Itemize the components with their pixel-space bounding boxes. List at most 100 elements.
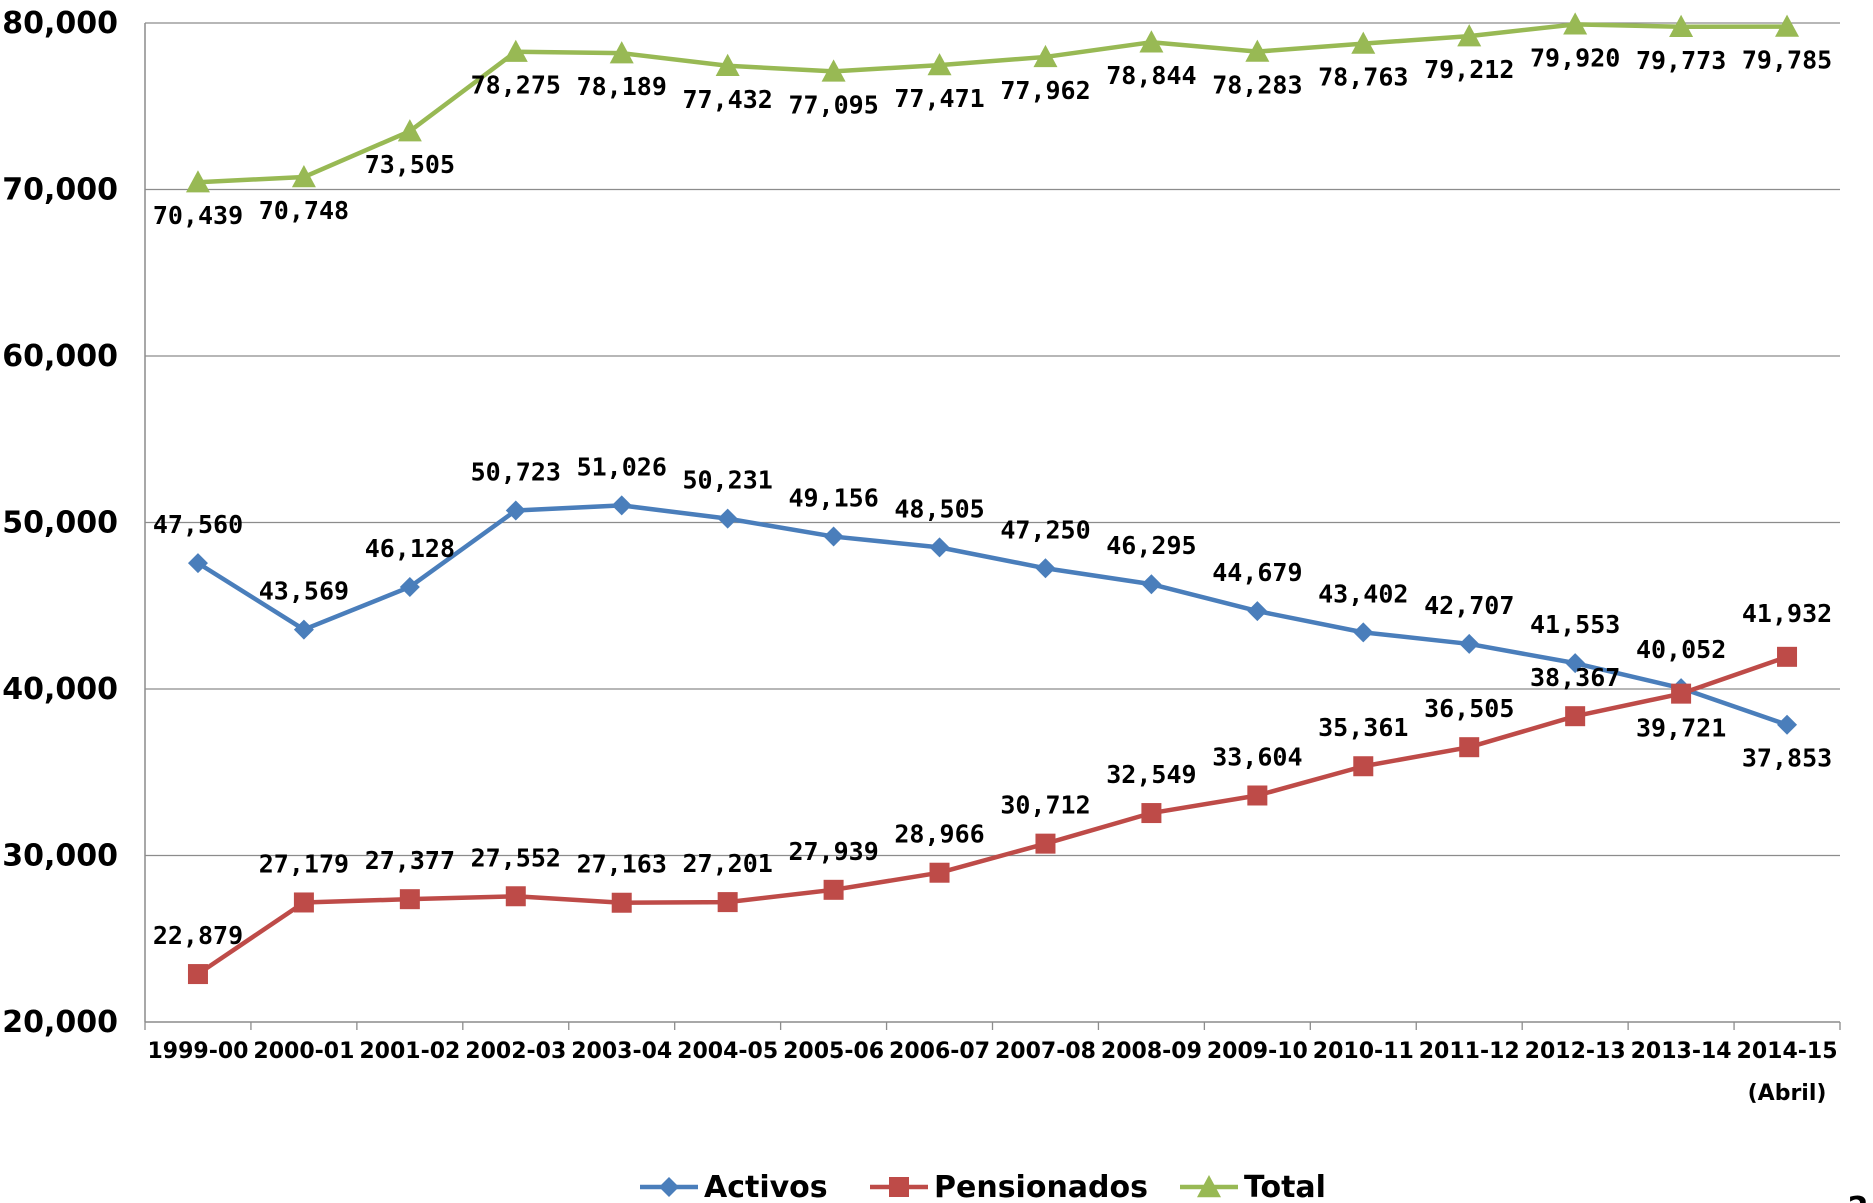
data-point-pensionados <box>187 964 208 985</box>
data-point-pensionados <box>1141 803 1162 824</box>
data-point-pensionados <box>1353 756 1374 777</box>
data-label-pensionados: 27,163 <box>577 850 667 879</box>
legend-entry-total: Total <box>1180 1170 1326 1203</box>
y-tick-label: 20,000 <box>2 1005 118 1040</box>
data-label-total: 78,283 <box>1212 71 1302 100</box>
data-point-total <box>1139 30 1164 53</box>
data-point-total <box>185 170 210 193</box>
data-label-activos: 44,679 <box>1212 558 1302 587</box>
data-label-activos: 43,402 <box>1318 579 1408 608</box>
data-point-activos <box>611 495 632 516</box>
series-line-pensionados <box>196 654 1788 976</box>
series-line-activos <box>196 503 1788 727</box>
data-point-total <box>1775 14 1800 37</box>
series <box>185 12 1800 985</box>
data-point-activos <box>1247 601 1268 622</box>
y-tick-label: 60,000 <box>2 339 118 374</box>
data-label-activos: 48,505 <box>894 494 984 523</box>
data-label-total: 78,189 <box>577 72 667 101</box>
data-label-pensionados: 32,549 <box>1106 760 1196 789</box>
data-point-activos <box>187 553 208 574</box>
data-label-total: 77,471 <box>894 84 984 113</box>
data-label-total: 79,785 <box>1742 46 1832 75</box>
data-label-pensionados: 27,377 <box>365 846 455 875</box>
series-total <box>185 12 1800 193</box>
data-label-pensionados: 22,879 <box>153 921 243 950</box>
data-point-total <box>1457 24 1482 47</box>
data-point-pensionados <box>1035 833 1056 854</box>
page-number: 2 <box>1848 1191 1869 1203</box>
data-point-total <box>715 53 740 76</box>
data-point-total <box>1245 39 1270 62</box>
data-label-pensionados: 27,939 <box>788 837 878 866</box>
data-labels: 47,560 43,569 46,128 50,723 51,026 50,231 49,1… <box>153 43 1832 950</box>
y-tick-label: 80,000 <box>2 6 118 41</box>
data-label-activos: 41,553 <box>1530 610 1620 639</box>
data-point-pensionados <box>611 892 632 913</box>
data-label-total: 77,962 <box>1000 76 1090 105</box>
grid-lines <box>145 22 1840 857</box>
data-label-pensionados: 39,721 <box>1636 714 1726 743</box>
legend-label-activos: Activos <box>704 1170 828 1203</box>
data-label-activos: 42,707 <box>1424 591 1514 620</box>
data-label-activos: 51,026 <box>577 452 667 481</box>
x-tick-label: 2007-08 <box>995 1039 1096 1064</box>
data-point-activos <box>1035 558 1056 579</box>
data-label-total: 78,275 <box>471 71 561 100</box>
data-label-pensionados: 30,712 <box>1000 791 1090 820</box>
data-point-pensionados <box>929 862 950 883</box>
legend-label-pensionados: Pensionados <box>934 1170 1148 1203</box>
data-label-total: 73,505 <box>365 150 455 179</box>
x-tick-label: 2004-05 <box>677 1039 778 1064</box>
data-label-pensionados: 41,932 <box>1742 599 1832 628</box>
y-tick-label: 70,000 <box>2 173 118 208</box>
data-point-pensionados <box>1671 683 1692 704</box>
data-label-activos: 40,052 <box>1636 635 1726 664</box>
data-point-activos <box>823 526 844 547</box>
x-tick-label: 2010-11 <box>1313 1039 1414 1064</box>
data-point-total <box>397 119 422 142</box>
data-label-total: 70,439 <box>153 201 243 230</box>
data-point-total <box>927 53 952 76</box>
data-point-activos <box>929 537 950 558</box>
x-tick-label: 2012-13 <box>1525 1039 1626 1064</box>
data-point-total <box>1351 31 1376 54</box>
data-point-activos <box>1565 653 1586 674</box>
x-tick-label: 2002-03 <box>465 1039 566 1064</box>
axes: 20,000 30,000 40,000 50,000 60,000 70,000 80,0… <box>2 6 1841 1106</box>
data-label-activos: 47,250 <box>1000 515 1090 544</box>
legend-marker-activos <box>659 1177 679 1197</box>
data-point-pensionados <box>717 892 738 913</box>
data-label-pensionados: 36,505 <box>1424 694 1514 723</box>
x-tick-label: 2005-06 <box>783 1039 884 1064</box>
data-point-total <box>1033 44 1058 68</box>
data-label-activos: 49,156 <box>788 484 878 513</box>
data-point-total <box>821 59 846 82</box>
data-point-activos <box>1141 574 1162 595</box>
x-tick-label: 2008-09 <box>1101 1039 1202 1064</box>
data-label-pensionados: 27,179 <box>259 849 349 878</box>
data-point-total <box>503 39 528 62</box>
data-label-total: 79,212 <box>1424 55 1514 84</box>
data-point-pensionados <box>293 892 314 913</box>
data-point-activos <box>399 576 420 597</box>
x-tick-label: 1999-00 <box>147 1039 248 1064</box>
data-point-pensionados <box>823 879 844 900</box>
y-tick-label: 30,000 <box>2 839 118 874</box>
data-point-activos <box>1459 633 1480 654</box>
x-tick-label: 2013-14 <box>1631 1039 1732 1064</box>
y-tick-label: 50,000 <box>2 506 118 541</box>
data-label-pensionados: 35,361 <box>1318 713 1408 742</box>
data-point-pensionados <box>1459 737 1480 758</box>
data-label-total: 78,844 <box>1106 61 1196 90</box>
data-point-pensionados <box>505 886 526 907</box>
legend-label-total: Total <box>1244 1170 1326 1203</box>
data-point-activos <box>1777 714 1798 735</box>
data-label-total: 77,432 <box>683 85 773 114</box>
y-tick-label: 40,000 <box>2 672 118 707</box>
data-label-total: 77,095 <box>788 90 878 119</box>
legend-marker-pensionados <box>889 1177 909 1197</box>
data-label-activos: 50,723 <box>471 457 561 486</box>
data-label-total: 78,763 <box>1318 63 1408 92</box>
